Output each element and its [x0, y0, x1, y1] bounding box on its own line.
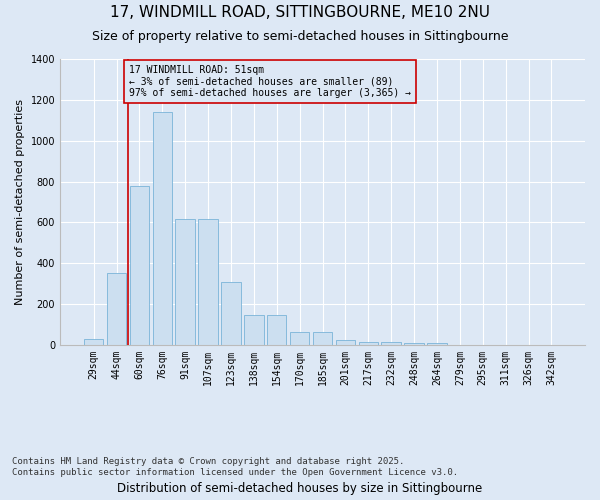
- Bar: [175, 220, 195, 345]
- Bar: [267, 316, 286, 345]
- Bar: [335, 340, 355, 345]
- Text: 17, WINDMILL ROAD, SITTINGBOURNE, ME10 2NU: 17, WINDMILL ROAD, SITTINGBOURNE, ME10 2…: [110, 5, 490, 20]
- Bar: [130, 186, 149, 345]
- Bar: [244, 316, 263, 345]
- Bar: [313, 332, 332, 345]
- Y-axis label: Number of semi-detached properties: Number of semi-detached properties: [15, 99, 25, 305]
- Bar: [382, 342, 401, 345]
- Bar: [359, 342, 378, 345]
- Text: Distribution of semi-detached houses by size in Sittingbourne: Distribution of semi-detached houses by …: [118, 482, 482, 495]
- Text: Contains HM Land Registry data © Crown copyright and database right 2025.
Contai: Contains HM Land Registry data © Crown c…: [12, 458, 458, 477]
- Bar: [221, 282, 241, 345]
- Text: 17 WINDMILL ROAD: 51sqm
← 3% of semi-detached houses are smaller (89)
97% of sem: 17 WINDMILL ROAD: 51sqm ← 3% of semi-det…: [129, 65, 411, 98]
- Text: Size of property relative to semi-detached houses in Sittingbourne: Size of property relative to semi-detach…: [92, 30, 508, 43]
- Bar: [199, 220, 218, 345]
- Bar: [152, 112, 172, 345]
- Bar: [107, 274, 126, 345]
- Bar: [84, 339, 103, 345]
- Bar: [427, 344, 446, 345]
- Bar: [290, 332, 310, 345]
- Bar: [404, 343, 424, 345]
